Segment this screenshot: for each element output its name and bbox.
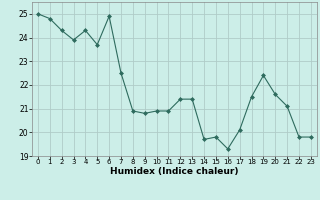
X-axis label: Humidex (Indice chaleur): Humidex (Indice chaleur)	[110, 167, 239, 176]
